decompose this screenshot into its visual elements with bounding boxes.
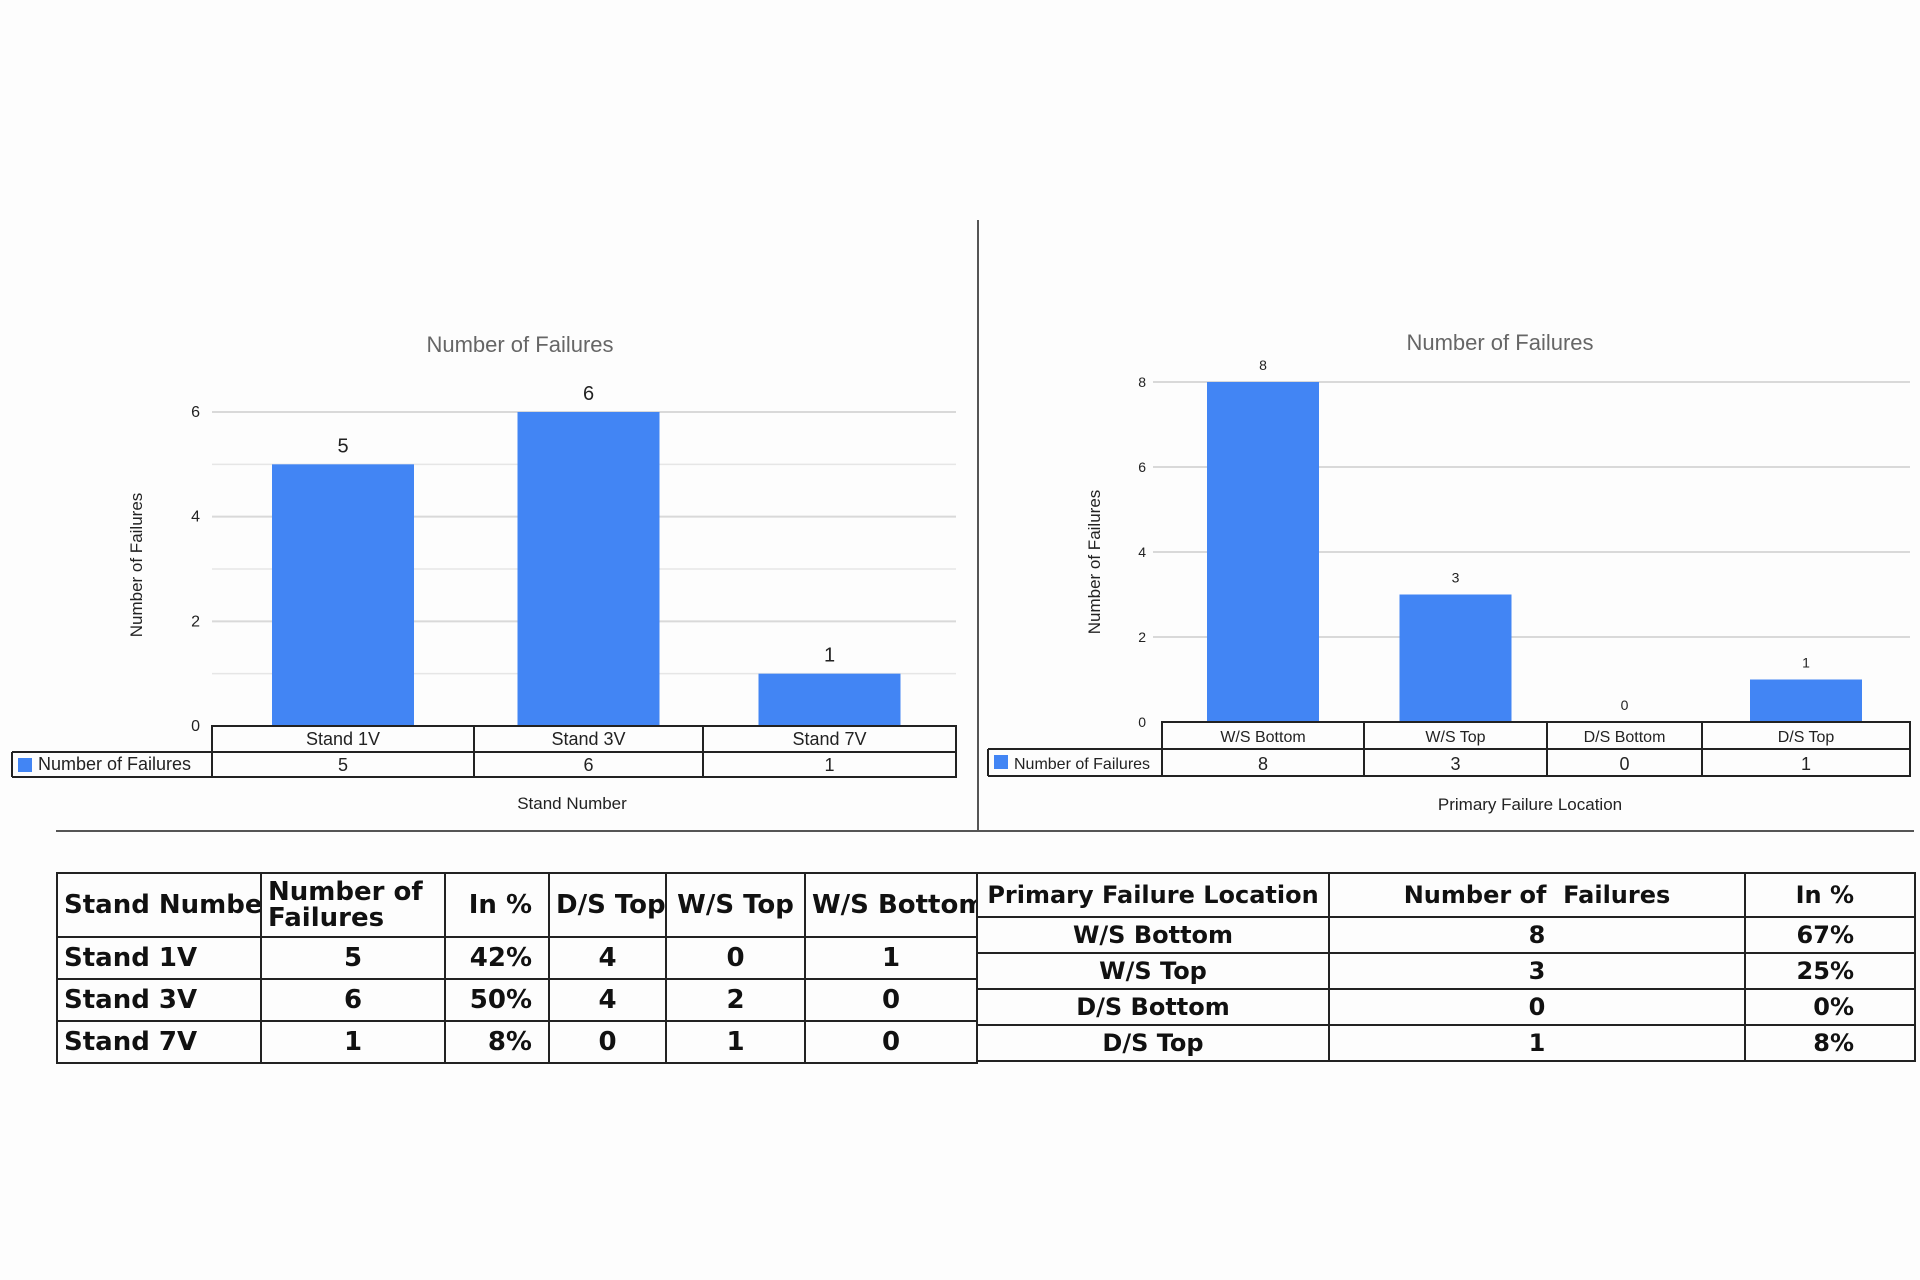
table-header-row: Primary Failure Location Number of Failu… [976,872,1916,918]
stand-failure-table: Stand Number Number of Failures In % D/S… [56,872,978,1064]
percent-cell: 67% [1744,916,1916,954]
data-table-value: 6 [583,755,593,775]
failures-cell: 1 [1328,1024,1746,1062]
percent-cell: 0% [1744,988,1916,1026]
y-tick-label: 6 [1138,459,1146,475]
data-table-value: 0 [1619,754,1629,774]
x-category-label: W/S Top [1425,729,1485,746]
stand-name-cell: Stand 3V [56,978,262,1022]
table-row: Stand 1V 5 42% 4 0 1 [56,936,978,980]
data-table-value: 8 [1258,754,1268,774]
header-number-of-failures: Number of Failures [260,872,446,938]
data-table-value: 1 [824,755,834,775]
failures-cell: 0 [1328,988,1746,1026]
table-row: Stand 3V 6 50% 4 2 0 [56,978,978,1022]
location-cell: D/S Top [976,1024,1330,1062]
bar [1399,594,1512,722]
x-category-label: D/S Bottom [1584,729,1666,746]
failures-cell: 3 [1328,952,1746,990]
data-table-value: 5 [338,755,348,775]
header-ws-top: W/S Top [665,872,806,938]
header-stand-number: Stand Number [56,872,262,938]
ws-bottom-cell: 0 [804,978,978,1022]
bar-value-label: 1 [1802,655,1810,671]
failures-cell: 1 [260,1020,446,1064]
bar [517,412,660,726]
x-category-label: D/S Top [1778,729,1835,746]
bar [1750,679,1862,722]
y-tick-label: 4 [1138,544,1146,560]
ds-top-cell: 4 [548,978,667,1022]
header-primary-failure-location: Primary Failure Location [976,872,1330,918]
charts-canvas: Number of Failures 0 2 4 6 Number of Failures… [11,330,1911,814]
failures-cell: 8 [1328,916,1746,954]
failures-cell: 6 [260,978,446,1022]
table-row: D/S Bottom 0 0% [976,988,1916,1026]
y-tick-label: 2 [191,613,200,630]
legend-label: Number of Failures [1014,756,1150,773]
legend-swatch [994,755,1008,769]
chart-title: Number of Failures [1406,330,1593,355]
y-tick-label: 4 [191,509,200,526]
horizontal-divider [56,830,1914,832]
bar-value-label: 0 [1621,697,1629,713]
failures-cell: 5 [260,936,446,980]
y-tick-label: 6 [191,404,200,421]
x-category-label: W/S Bottom [1220,729,1305,746]
chart-title: Number of Failures [426,332,613,357]
location-cell: W/S Top [976,952,1330,990]
bar-value-label: 6 [583,383,594,405]
percent-cell: 50% [444,978,550,1022]
bar [1207,382,1319,722]
ws-top-cell: 2 [665,978,806,1022]
location-cell: D/S Bottom [976,988,1330,1026]
percent-cell: 42% [444,936,550,980]
vertical-divider [977,220,979,830]
data-table-value: 3 [1450,754,1460,774]
bar-value-label: 3 [1452,570,1460,586]
header-ds-top: D/S Top [548,872,667,938]
y-tick-label: 8 [1138,374,1146,390]
y-axis-label: Number of Failures [127,493,146,638]
legend-label: Number of Failures [38,754,191,774]
ws-bottom-cell: 0 [804,1020,978,1064]
header-number-of-failures: Number of Failures [1328,872,1746,918]
location-failure-table: Primary Failure Location Number of Failu… [976,872,1916,1062]
bar [758,673,901,726]
stand-name-cell: Stand 1V [56,936,262,980]
bar [272,464,414,726]
location-cell: W/S Bottom [976,916,1330,954]
x-axis-label: Primary Failure Location [1438,795,1622,814]
table-row: W/S Top 3 25% [976,952,1916,990]
percent-cell: 8% [1744,1024,1916,1062]
bar-value-label: 5 [337,435,348,457]
table-row: D/S Top 1 8% [976,1024,1916,1062]
table-row: Stand 7V 1 8% 0 1 0 [56,1020,978,1064]
header-ws-bottom: W/S Bottom [804,872,978,938]
bar-value-label: 8 [1259,357,1267,373]
bar-value-label: 1 [824,645,835,667]
x-axis-label: Stand Number [517,794,627,813]
data-table-value: 1 [1801,754,1811,774]
percent-cell: 25% [1744,952,1916,990]
ds-top-cell: 0 [548,1020,667,1064]
table-row: W/S Bottom 8 67% [976,916,1916,954]
ws-top-cell: 0 [665,936,806,980]
ws-top-cell: 1 [665,1020,806,1064]
ws-bottom-cell: 1 [804,936,978,980]
stand-name-cell: Stand 7V [56,1020,262,1064]
x-category-label: Stand 3V [551,729,625,749]
percent-cell: 8% [444,1020,550,1064]
header-in-percent: In % [444,872,550,938]
y-tick-label: 0 [191,718,200,735]
legend-swatch [18,758,32,772]
y-axis-label: Number of Failures [1085,490,1104,635]
header-in-percent: In % [1744,872,1916,918]
x-category-label: Stand 7V [792,729,866,749]
y-tick-label: 2 [1138,629,1146,645]
y-tick-label: 0 [1138,714,1146,730]
ds-top-cell: 4 [548,936,667,980]
x-category-label: Stand 1V [306,729,380,749]
table-header-row: Stand Number Number of Failures In % D/S… [56,872,978,938]
